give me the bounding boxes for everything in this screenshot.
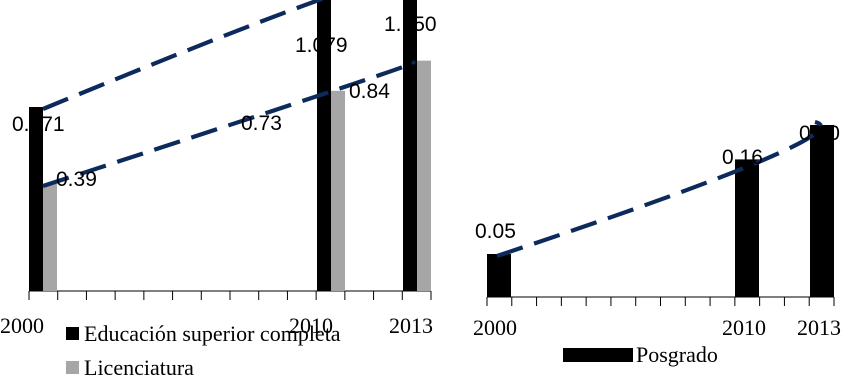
- bar-educacion-superior-2010: [317, 0, 331, 291]
- bar-posgrado-2000: [487, 254, 511, 297]
- trend-line-educacion-superior: [42, 0, 326, 111]
- data-label: 1.150: [384, 13, 437, 36]
- legend-swatch-licenciatura: [66, 361, 79, 374]
- x-tick-label: 2000: [473, 315, 517, 340]
- bar-posgrado-2010: [735, 159, 759, 297]
- x-tick-label: 2013: [389, 313, 433, 338]
- x-tick-label: 2010: [722, 315, 766, 340]
- data-label: 0.73: [241, 112, 282, 135]
- trend-line-posgrado: [496, 119, 823, 258]
- trend-line-licenciatura: [42, 60, 416, 189]
- bar-educacion-superior-2013: [403, 0, 417, 291]
- x-tick-label: 2010: [289, 313, 333, 338]
- x-tick-label: 2013: [797, 315, 841, 340]
- data-label: 0.39: [56, 168, 97, 191]
- bar-licenciatura-2000: [43, 184, 57, 291]
- data-label: 0.84: [349, 80, 390, 103]
- x-tick-label: 2000: [0, 313, 44, 338]
- legend-label: Posgrado: [636, 342, 718, 367]
- bar-licenciatura-2010: [331, 90, 345, 291]
- data-label: 0.05: [475, 220, 516, 243]
- legend-swatch-educacion-superior: [66, 327, 79, 340]
- legend-swatch-posgrado: [563, 348, 633, 362]
- bar-educacion-superior-2000: [29, 107, 43, 291]
- bar-posgrado-2013: [810, 125, 834, 297]
- legend-label: Licenciatura: [84, 355, 194, 379]
- data-label: 0.16: [722, 146, 763, 169]
- data-label: 0.671: [12, 113, 65, 136]
- data-label: 0.20: [799, 122, 840, 145]
- data-label: 1.079: [295, 34, 348, 57]
- legend-label: Educación superior completa: [84, 321, 341, 346]
- bar-licenciatura-2013: [417, 60, 431, 291]
